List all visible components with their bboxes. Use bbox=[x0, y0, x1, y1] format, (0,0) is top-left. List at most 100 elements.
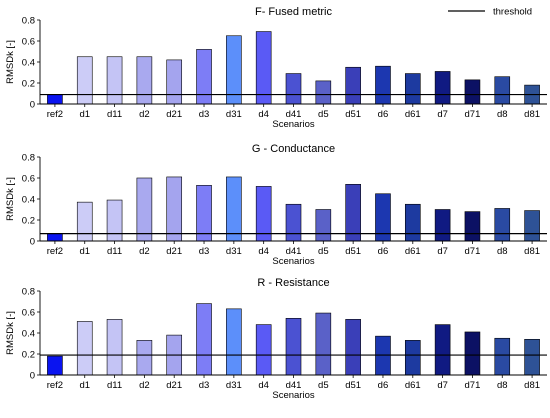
bar-ref2 bbox=[47, 355, 63, 376]
bar-ref2 bbox=[47, 94, 63, 105]
bar-d3 bbox=[196, 49, 212, 105]
bar-d31 bbox=[226, 35, 242, 105]
bar-d5 bbox=[315, 209, 332, 242]
y-tick-label: 0.8 bbox=[22, 152, 35, 163]
x-tick-label: d3 bbox=[199, 109, 210, 120]
x-tick-label: d41 bbox=[286, 380, 302, 391]
bar-d31 bbox=[226, 176, 242, 242]
y-tick-label: 0.2 bbox=[22, 349, 35, 360]
x-tick-label: d81 bbox=[524, 109, 540, 120]
bar-d2 bbox=[136, 56, 153, 105]
bar-d7 bbox=[434, 71, 451, 105]
x-tick-label: d41 bbox=[286, 246, 302, 257]
bar-d41 bbox=[285, 73, 302, 105]
bar-d4 bbox=[255, 31, 272, 105]
x-tick-label: d5 bbox=[318, 109, 329, 120]
x-axis-label: Scenarios bbox=[272, 390, 314, 401]
x-tick-label: d8 bbox=[497, 246, 508, 257]
bar-d3 bbox=[196, 185, 212, 242]
bar-d3 bbox=[196, 303, 212, 376]
y-axis-label: RMSDk [-] bbox=[5, 40, 16, 84]
bar-d21 bbox=[166, 176, 183, 242]
x-tick-label: d31 bbox=[226, 380, 242, 391]
y-tick-label: 0.4 bbox=[22, 57, 35, 68]
panel-title: R - Resistance bbox=[257, 277, 329, 289]
bar-d71 bbox=[464, 79, 481, 105]
bar-d81 bbox=[524, 338, 540, 376]
x-tick-label: d31 bbox=[226, 246, 242, 257]
bar-d5 bbox=[315, 80, 332, 105]
y-tick-label: 0.2 bbox=[22, 215, 35, 226]
bar-d61 bbox=[404, 73, 421, 105]
legend: threshold bbox=[448, 7, 532, 18]
x-tick-label: d3 bbox=[199, 246, 210, 257]
x-tick-label: d11 bbox=[107, 109, 122, 120]
x-tick-label: d71 bbox=[465, 380, 481, 391]
x-tick-label: d71 bbox=[465, 109, 481, 120]
y-axis-label: RMSDk [-] bbox=[5, 311, 16, 355]
x-tick-label: d4 bbox=[258, 380, 269, 391]
x-tick-label: d21 bbox=[166, 246, 182, 257]
x-tick-label: d1 bbox=[79, 109, 90, 120]
bar-d8 bbox=[494, 208, 511, 242]
bar-d11 bbox=[106, 319, 123, 376]
bar-d41 bbox=[285, 317, 302, 376]
x-tick-label: d51 bbox=[345, 380, 361, 391]
y-tick-label: 0 bbox=[30, 370, 35, 381]
x-tick-label: d1 bbox=[79, 246, 90, 257]
y-tick-label: 0.6 bbox=[22, 36, 35, 47]
bar-d2 bbox=[136, 177, 153, 242]
bar-d61 bbox=[404, 340, 421, 376]
x-tick-label: d8 bbox=[497, 380, 508, 391]
y-tick-label: 0 bbox=[30, 99, 35, 110]
x-tick-label: d21 bbox=[166, 109, 182, 120]
x-tick-label: d61 bbox=[405, 109, 421, 120]
bar-d51 bbox=[345, 319, 361, 376]
x-tick-label: d31 bbox=[226, 109, 242, 120]
x-tick-label: d6 bbox=[378, 109, 389, 120]
x-tick-label: d1 bbox=[79, 380, 90, 391]
x-tick-label: d5 bbox=[318, 380, 329, 391]
x-tick-label: d5 bbox=[318, 246, 329, 257]
y-tick-label: 0.6 bbox=[22, 307, 35, 318]
chart-panel-1: F- Fused metric ref2 d1 d11 d2 d21 d3 d31 d4 d41 d… bbox=[5, 6, 547, 130]
x-tick-label: d7 bbox=[437, 109, 448, 120]
bar-d41 bbox=[285, 203, 302, 242]
x-tick-label: d6 bbox=[378, 380, 389, 391]
x-axis-label: Scenarios bbox=[272, 119, 314, 130]
x-tick-label: d7 bbox=[437, 246, 448, 257]
bar-d71 bbox=[464, 331, 481, 376]
chart-panel-3: R - Resistance ref2 d1 d11 d2 d21 d3 d31 d4 d41 d5… bbox=[5, 277, 547, 401]
y-tick-label: 0.4 bbox=[22, 194, 35, 205]
bar-d51 bbox=[345, 184, 361, 242]
x-tick-label: d21 bbox=[166, 380, 182, 391]
bar-d11 bbox=[106, 199, 123, 242]
bar-d6 bbox=[375, 65, 391, 105]
panel-title: G - Conductance bbox=[252, 143, 335, 155]
x-tick-label: d51 bbox=[345, 246, 361, 257]
bar-d1 bbox=[76, 56, 93, 105]
x-tick-label: ref2 bbox=[47, 246, 63, 257]
y-tick-label: 0.8 bbox=[22, 286, 35, 297]
x-tick-label: d2 bbox=[139, 246, 150, 257]
y-tick-label: 0.6 bbox=[22, 173, 35, 184]
x-tick-label: d3 bbox=[199, 380, 210, 391]
bar-d2 bbox=[136, 340, 153, 376]
x-tick-label: d4 bbox=[258, 109, 269, 120]
bar-d8 bbox=[494, 76, 511, 105]
legend-threshold-label: threshold bbox=[493, 7, 532, 18]
x-tick-label: d8 bbox=[497, 109, 508, 120]
y-tick-label: 0 bbox=[30, 236, 35, 247]
x-tick-label: d2 bbox=[139, 380, 150, 391]
x-tick-label: d51 bbox=[345, 109, 361, 120]
bar-d4 bbox=[255, 186, 272, 242]
bar-d71 bbox=[464, 211, 481, 242]
chart-panel-2: G - Conductance ref2 d1 d11 d2 d21 d3 d31 d4 d41 d… bbox=[5, 143, 547, 267]
x-tick-label: d7 bbox=[437, 380, 448, 391]
bar-d21 bbox=[166, 59, 183, 105]
bar-d7 bbox=[434, 209, 451, 242]
chart-panels: F- Fused metric ref2 d1 d11 d2 d21 d3 d31 d4 d41 d… bbox=[5, 6, 547, 401]
bar-d61 bbox=[404, 203, 421, 242]
